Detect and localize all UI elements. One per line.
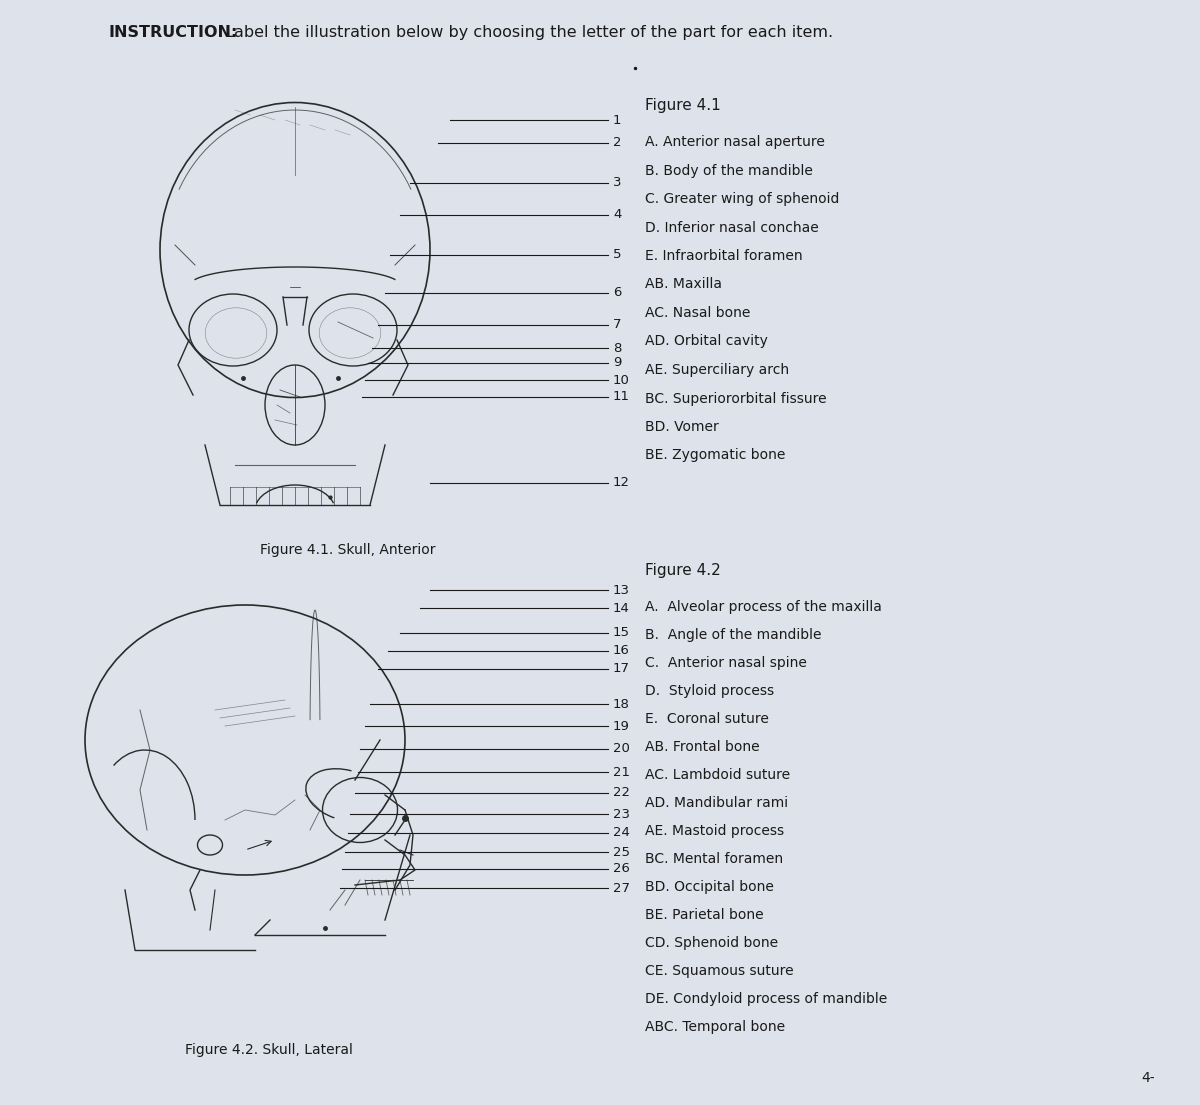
Text: AB. Frontal bone: AB. Frontal bone [646, 740, 760, 754]
Text: 7: 7 [613, 318, 622, 331]
Text: 25: 25 [613, 845, 630, 859]
Text: Figure 4.2. Skull, Lateral: Figure 4.2. Skull, Lateral [185, 1043, 353, 1057]
Text: 22: 22 [613, 787, 630, 800]
Text: AC. Lambdoid suture: AC. Lambdoid suture [646, 768, 790, 782]
Text: BC. Superiororbital fissure: BC. Superiororbital fissure [646, 391, 827, 406]
Text: C.  Anterior nasal spine: C. Anterior nasal spine [646, 656, 806, 670]
Text: 3: 3 [613, 177, 622, 189]
Text: 6: 6 [613, 286, 622, 299]
Text: ABC. Temporal bone: ABC. Temporal bone [646, 1020, 785, 1034]
Text: BC. Mental foramen: BC. Mental foramen [646, 852, 784, 866]
Text: D. Inferior nasal conchae: D. Inferior nasal conchae [646, 221, 818, 234]
Text: 10: 10 [613, 373, 630, 387]
Text: D.  Styloid process: D. Styloid process [646, 684, 774, 698]
Text: 15: 15 [613, 627, 630, 640]
Text: DE. Condyloid process of mandible: DE. Condyloid process of mandible [646, 992, 887, 1006]
Text: 9: 9 [613, 357, 622, 369]
Text: AC. Nasal bone: AC. Nasal bone [646, 306, 750, 320]
Text: B.  Angle of the mandible: B. Angle of the mandible [646, 628, 822, 642]
Text: CE. Squamous suture: CE. Squamous suture [646, 964, 793, 978]
Text: B. Body of the mandible: B. Body of the mandible [646, 164, 812, 178]
Text: 14: 14 [613, 601, 630, 614]
Text: C. Greater wing of sphenoid: C. Greater wing of sphenoid [646, 192, 839, 206]
Text: 20: 20 [613, 743, 630, 756]
Text: CD. Sphenoid bone: CD. Sphenoid bone [646, 936, 778, 950]
Text: 19: 19 [613, 719, 630, 733]
Text: 26: 26 [613, 863, 630, 875]
Text: 2: 2 [613, 137, 622, 149]
Text: 1: 1 [613, 114, 622, 126]
Text: Figure 4.1. Skull, Anterior: Figure 4.1. Skull, Anterior [260, 543, 436, 557]
Text: AE. Superciliary arch: AE. Superciliary arch [646, 364, 790, 377]
Text: A.  Alveolar process of the maxilla: A. Alveolar process of the maxilla [646, 600, 882, 614]
Text: 13: 13 [613, 583, 630, 597]
Text: 5: 5 [613, 249, 622, 262]
Text: 4: 4 [613, 209, 622, 221]
Text: AD. Mandibular rami: AD. Mandibular rami [646, 796, 788, 810]
Text: 18: 18 [613, 697, 630, 711]
Text: 4-: 4- [1141, 1071, 1154, 1085]
Text: 27: 27 [613, 882, 630, 895]
Text: E.  Coronal suture: E. Coronal suture [646, 712, 769, 726]
Text: 16: 16 [613, 644, 630, 657]
Text: AE. Mastoid process: AE. Mastoid process [646, 824, 784, 838]
Text: Label the illustration below by choosing the letter of the part for each item.: Label the illustration below by choosing… [220, 25, 833, 40]
Text: 12: 12 [613, 476, 630, 490]
Text: BD. Occipital bone: BD. Occipital bone [646, 880, 774, 894]
Text: A. Anterior nasal aperture: A. Anterior nasal aperture [646, 135, 824, 149]
Text: 24: 24 [613, 827, 630, 840]
Text: BD. Vomer: BD. Vomer [646, 420, 719, 434]
Text: 11: 11 [613, 390, 630, 403]
Text: Figure 4.1: Figure 4.1 [646, 98, 721, 113]
Text: E. Infraorbital foramen: E. Infraorbital foramen [646, 249, 803, 263]
Text: INSTRUCTION:: INSTRUCTION: [108, 25, 238, 40]
Text: BE. Zygomatic bone: BE. Zygomatic bone [646, 449, 785, 463]
Text: AB. Maxilla: AB. Maxilla [646, 277, 722, 292]
Text: BE. Parietal bone: BE. Parietal bone [646, 908, 763, 922]
Text: 17: 17 [613, 663, 630, 675]
Text: 21: 21 [613, 766, 630, 779]
Text: AD. Orbital cavity: AD. Orbital cavity [646, 335, 768, 348]
Text: 23: 23 [613, 808, 630, 821]
Text: 8: 8 [613, 341, 622, 355]
Text: Figure 4.2: Figure 4.2 [646, 564, 721, 578]
